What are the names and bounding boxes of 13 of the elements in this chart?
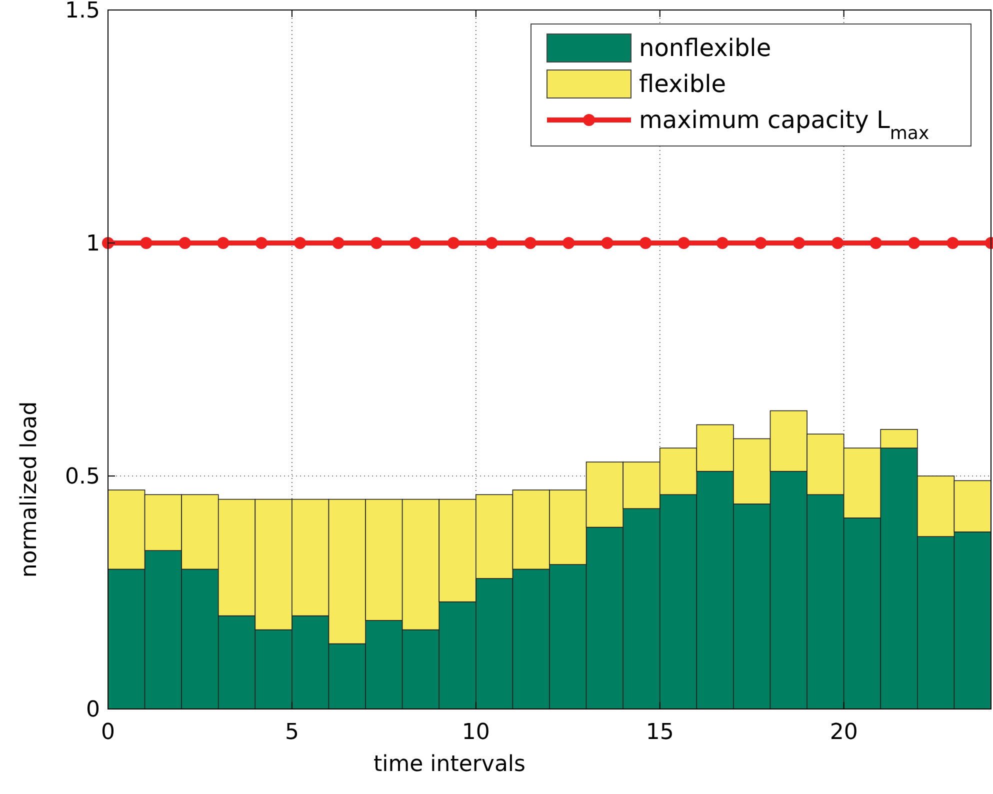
y-tick-label: 0 [86,698,100,723]
legend-label: flexible [639,70,726,98]
x-tick-label: 5 [284,720,299,745]
x-axis-title: time intervals [373,752,526,777]
y-tick-label: 1.5 [65,0,100,24]
x-tick-label: 10 [462,720,490,745]
x-tick-label: 15 [646,720,674,745]
x-tick-label: 20 [830,720,858,745]
legend-label: maximum capacity L$_{max}$ [639,106,930,144]
y-tick-label: 1 [86,232,100,257]
y-tick-label: 0.5 [65,464,100,490]
legend-label: nonflexible [639,34,772,62]
y-axis-title: normalized load [17,401,42,578]
